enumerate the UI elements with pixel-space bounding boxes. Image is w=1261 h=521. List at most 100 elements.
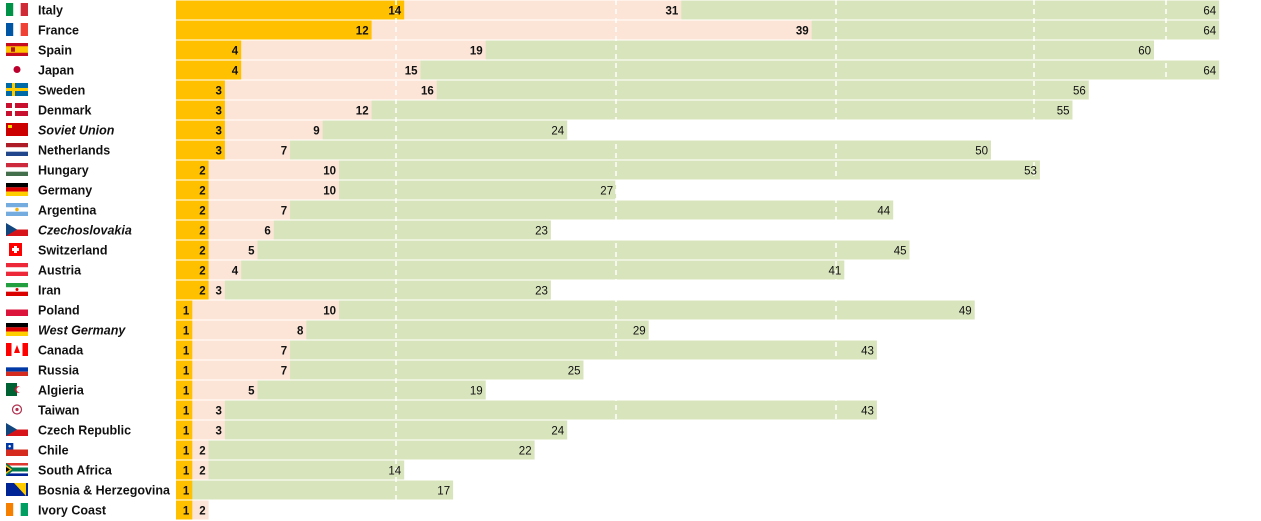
country-label: Russia	[38, 364, 80, 378]
canada-flag-icon	[6, 343, 28, 356]
bar-orange	[176, 500, 193, 520]
country-label: Hungary	[38, 164, 89, 178]
value-label-peach: 10	[323, 186, 336, 198]
value-label-orange: 1	[183, 426, 190, 438]
country-label: West Germany	[38, 324, 126, 338]
japan-flag-icon	[6, 63, 28, 76]
value-label-green: 19	[470, 386, 483, 398]
value-label-green: 24	[551, 126, 564, 138]
value-label-orange: 2	[199, 226, 205, 238]
bar-orange	[176, 0, 405, 20]
netherlands-flag-icon	[6, 143, 28, 156]
bar-orange	[176, 80, 225, 100]
value-label-peach: 31	[666, 6, 679, 18]
west-germany-flag-icon	[6, 323, 28, 336]
bar-orange	[176, 460, 193, 480]
bar-green	[176, 160, 1040, 180]
bar-green	[176, 240, 910, 260]
value-label-green: 49	[959, 306, 972, 318]
value-label-peach: 5	[248, 386, 255, 398]
value-label-green: 64	[1203, 66, 1216, 78]
value-label-orange: 14	[388, 6, 401, 18]
value-label-green: 64	[1203, 6, 1216, 18]
country-label: Iran	[38, 284, 61, 298]
value-label-peach: 16	[421, 86, 434, 98]
value-label-peach: 2	[199, 446, 205, 458]
value-label-green: 25	[568, 366, 581, 378]
algeria-flag-icon	[6, 383, 28, 396]
value-label-peach: 7	[281, 366, 287, 378]
value-label-orange: 4	[232, 66, 239, 78]
gridlines-layer	[176, 0, 1220, 521]
bar-orange	[176, 280, 209, 300]
bar-orange	[176, 300, 193, 320]
bar-green	[176, 480, 454, 500]
country-label: Sweden	[38, 84, 85, 98]
bar-peach	[176, 40, 486, 60]
bar-orange	[176, 480, 193, 500]
switzerland-flag-icon	[9, 243, 22, 256]
russia-flag-icon	[6, 363, 28, 376]
value-label-orange: 1	[183, 506, 190, 518]
value-label-orange: 12	[356, 26, 369, 38]
country-label: Ivory Coast	[38, 504, 107, 518]
bar-orange	[176, 120, 225, 140]
country-label: Poland	[38, 304, 80, 318]
bar-peach	[176, 80, 437, 100]
value-label-orange: 3	[215, 126, 221, 138]
spain-flag-icon	[6, 43, 28, 56]
value-label-orange: 3	[215, 106, 221, 118]
country-label: Algieria	[38, 384, 85, 398]
country-label: Netherlands	[38, 144, 110, 158]
bar-orange	[176, 60, 242, 80]
chile-flag-icon	[6, 443, 28, 456]
value-label-green: 50	[975, 146, 988, 158]
value-label-orange: 1	[183, 466, 190, 478]
bar-orange	[176, 440, 193, 460]
value-label-peach: 19	[470, 46, 483, 58]
value-label-green: 43	[861, 406, 874, 418]
value-label-peach: 10	[323, 306, 336, 318]
value-label-orange: 1	[183, 386, 190, 398]
bar-orange	[176, 400, 193, 420]
bar-peach	[176, 180, 339, 200]
value-label-green: 44	[877, 206, 890, 218]
bar-orange	[176, 20, 372, 40]
value-label-peach: 9	[313, 126, 319, 138]
value-label-orange: 1	[183, 446, 190, 458]
france-flag-icon	[6, 23, 28, 36]
value-label-peach: 39	[796, 26, 809, 38]
value-label-peach: 3	[215, 286, 221, 298]
value-label-orange: 1	[183, 346, 190, 358]
value-label-orange: 1	[183, 486, 190, 498]
poland-flag-icon	[6, 303, 28, 316]
value-label-peach: 15	[405, 66, 418, 78]
value-label-green: 45	[894, 246, 907, 258]
hungary-flag-icon	[6, 163, 28, 176]
value-label-green: 17	[437, 486, 450, 498]
country-label: Bosnia & Herzegovina	[38, 484, 171, 498]
iran-flag-icon	[6, 283, 28, 296]
bar-peach	[176, 300, 339, 320]
value-label-peach: 2	[199, 506, 205, 518]
bar-green	[176, 200, 894, 220]
value-label-orange: 2	[199, 266, 205, 278]
bar-green	[176, 140, 991, 160]
value-label-green: 24	[551, 426, 564, 438]
bar-green	[176, 440, 535, 460]
italy-flag-icon	[6, 3, 28, 16]
value-label-peach: 8	[297, 326, 304, 338]
bar-orange	[176, 360, 193, 380]
bosnia-herzegovina-flag-icon	[6, 483, 28, 496]
value-label-peach: 12	[356, 106, 369, 118]
value-label-green: 64	[1203, 26, 1216, 38]
bar-orange	[176, 260, 209, 280]
bar-orange	[176, 100, 225, 120]
bar-orange	[176, 180, 209, 200]
country-label: Austria	[38, 264, 82, 278]
bar-green	[176, 420, 568, 440]
value-label-peach: 3	[215, 426, 221, 438]
bar-orange	[176, 220, 209, 240]
bar-orange	[176, 420, 193, 440]
